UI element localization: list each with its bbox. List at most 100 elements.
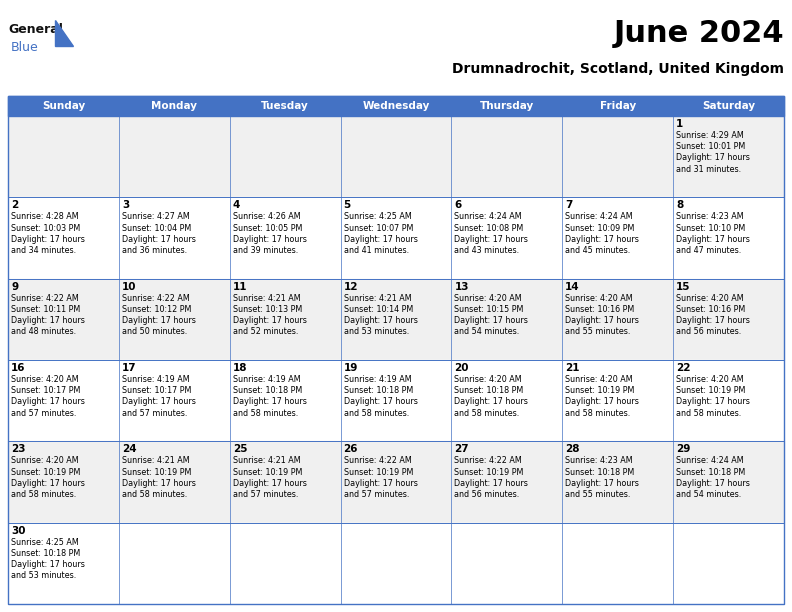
Text: and 48 minutes.: and 48 minutes. — [11, 327, 76, 336]
Text: and 34 minutes.: and 34 minutes. — [11, 246, 76, 255]
Text: Daylight: 17 hours: Daylight: 17 hours — [11, 235, 85, 244]
Text: 26: 26 — [344, 444, 358, 454]
Text: Daylight: 17 hours: Daylight: 17 hours — [676, 397, 750, 406]
Text: Sunset: 10:19 PM: Sunset: 10:19 PM — [676, 386, 745, 395]
Text: 16: 16 — [11, 363, 25, 373]
Text: Sunrise: 4:19 AM: Sunrise: 4:19 AM — [122, 375, 189, 384]
Text: Sunrise: 4:28 AM: Sunrise: 4:28 AM — [11, 212, 78, 222]
Text: Sunrise: 4:20 AM: Sunrise: 4:20 AM — [676, 294, 744, 303]
Text: Sunrise: 4:23 AM: Sunrise: 4:23 AM — [565, 457, 633, 465]
Text: Sunset: 10:10 PM: Sunset: 10:10 PM — [676, 223, 745, 233]
Text: and 54 minutes.: and 54 minutes. — [455, 327, 520, 336]
Text: and 55 minutes.: and 55 minutes. — [565, 327, 630, 336]
Text: 9: 9 — [11, 282, 18, 292]
Text: Daylight: 17 hours: Daylight: 17 hours — [676, 479, 750, 488]
Bar — [8, 360, 784, 441]
Text: and 36 minutes.: and 36 minutes. — [122, 246, 187, 255]
Text: 23: 23 — [11, 444, 25, 454]
Text: Sunset: 10:18 PM: Sunset: 10:18 PM — [565, 468, 634, 477]
Text: Sunrise: 4:27 AM: Sunrise: 4:27 AM — [122, 212, 189, 222]
Text: 22: 22 — [676, 363, 691, 373]
Text: Sunday: Sunday — [42, 101, 85, 111]
Bar — [8, 441, 784, 523]
Text: Sunset: 10:12 PM: Sunset: 10:12 PM — [122, 305, 191, 314]
Text: and 31 minutes.: and 31 minutes. — [676, 165, 741, 174]
Text: 30: 30 — [11, 526, 25, 536]
Text: Sunset: 10:18 PM: Sunset: 10:18 PM — [676, 468, 745, 477]
Text: and 52 minutes.: and 52 minutes. — [233, 327, 298, 336]
Text: Sunset: 10:04 PM: Sunset: 10:04 PM — [122, 223, 191, 233]
Text: and 57 minutes.: and 57 minutes. — [233, 490, 298, 499]
Text: Daylight: 17 hours: Daylight: 17 hours — [122, 397, 196, 406]
Text: and 47 minutes.: and 47 minutes. — [676, 246, 741, 255]
Polygon shape — [55, 20, 73, 46]
Text: and 53 minutes.: and 53 minutes. — [344, 327, 409, 336]
Text: 15: 15 — [676, 282, 691, 292]
Text: Sunset: 10:17 PM: Sunset: 10:17 PM — [122, 386, 191, 395]
Text: 7: 7 — [565, 200, 573, 211]
Text: and 58 minutes.: and 58 minutes. — [565, 409, 630, 417]
Text: Sunrise: 4:20 AM: Sunrise: 4:20 AM — [565, 294, 633, 303]
Text: 10: 10 — [122, 282, 136, 292]
Text: Sunrise: 4:24 AM: Sunrise: 4:24 AM — [565, 212, 633, 222]
Text: Sunset: 10:03 PM: Sunset: 10:03 PM — [11, 223, 80, 233]
Text: 18: 18 — [233, 363, 247, 373]
Text: Thursday: Thursday — [480, 101, 534, 111]
Text: Daylight: 17 hours: Daylight: 17 hours — [233, 316, 307, 325]
Text: 12: 12 — [344, 282, 358, 292]
Text: and 57 minutes.: and 57 minutes. — [122, 409, 187, 417]
Text: Sunrise: 4:22 AM: Sunrise: 4:22 AM — [455, 457, 522, 465]
Text: 19: 19 — [344, 363, 358, 373]
Text: Sunrise: 4:23 AM: Sunrise: 4:23 AM — [676, 212, 744, 222]
Text: Daylight: 17 hours: Daylight: 17 hours — [122, 235, 196, 244]
Bar — [8, 523, 784, 604]
Text: and 43 minutes.: and 43 minutes. — [455, 246, 520, 255]
Text: Daylight: 17 hours: Daylight: 17 hours — [344, 397, 417, 406]
Text: Sunset: 10:08 PM: Sunset: 10:08 PM — [455, 223, 524, 233]
Text: Daylight: 17 hours: Daylight: 17 hours — [676, 235, 750, 244]
Text: Daylight: 17 hours: Daylight: 17 hours — [344, 316, 417, 325]
Text: Sunset: 10:19 PM: Sunset: 10:19 PM — [344, 468, 413, 477]
Text: Sunrise: 4:22 AM: Sunrise: 4:22 AM — [344, 457, 411, 465]
Bar — [8, 96, 784, 604]
Text: Daylight: 17 hours: Daylight: 17 hours — [455, 397, 528, 406]
Text: Sunset: 10:01 PM: Sunset: 10:01 PM — [676, 142, 745, 151]
Text: Daylight: 17 hours: Daylight: 17 hours — [565, 235, 639, 244]
Text: and 53 minutes.: and 53 minutes. — [11, 571, 76, 580]
Text: Sunrise: 4:20 AM: Sunrise: 4:20 AM — [455, 375, 522, 384]
Text: Sunset: 10:07 PM: Sunset: 10:07 PM — [344, 223, 413, 233]
Text: 20: 20 — [455, 363, 469, 373]
Text: Daylight: 17 hours: Daylight: 17 hours — [11, 560, 85, 569]
Text: Sunrise: 4:26 AM: Sunrise: 4:26 AM — [233, 212, 300, 222]
Text: Daylight: 17 hours: Daylight: 17 hours — [233, 397, 307, 406]
Text: and 58 minutes.: and 58 minutes. — [455, 409, 520, 417]
Bar — [8, 278, 784, 360]
Bar — [8, 197, 784, 278]
Text: Daylight: 17 hours: Daylight: 17 hours — [565, 479, 639, 488]
Text: Sunset: 10:16 PM: Sunset: 10:16 PM — [565, 305, 634, 314]
Text: 28: 28 — [565, 444, 580, 454]
Text: Monday: Monday — [151, 101, 197, 111]
Text: Daylight: 17 hours: Daylight: 17 hours — [565, 316, 639, 325]
Text: and 57 minutes.: and 57 minutes. — [11, 409, 76, 417]
Text: Sunset: 10:13 PM: Sunset: 10:13 PM — [233, 305, 302, 314]
Text: 5: 5 — [344, 200, 351, 211]
Text: Sunset: 10:17 PM: Sunset: 10:17 PM — [11, 386, 80, 395]
Text: Sunset: 10:19 PM: Sunset: 10:19 PM — [11, 468, 80, 477]
Text: 3: 3 — [122, 200, 129, 211]
Text: Sunrise: 4:24 AM: Sunrise: 4:24 AM — [455, 212, 522, 222]
Text: Sunrise: 4:21 AM: Sunrise: 4:21 AM — [233, 294, 300, 303]
Text: 14: 14 — [565, 282, 580, 292]
Text: Sunset: 10:16 PM: Sunset: 10:16 PM — [676, 305, 745, 314]
Text: and 39 minutes.: and 39 minutes. — [233, 246, 298, 255]
Text: Saturday: Saturday — [702, 101, 755, 111]
Text: and 50 minutes.: and 50 minutes. — [122, 327, 187, 336]
Text: Daylight: 17 hours: Daylight: 17 hours — [455, 479, 528, 488]
Text: Sunrise: 4:20 AM: Sunrise: 4:20 AM — [11, 375, 78, 384]
Text: Sunrise: 4:22 AM: Sunrise: 4:22 AM — [11, 294, 78, 303]
Text: and 58 minutes.: and 58 minutes. — [344, 409, 409, 417]
Text: Daylight: 17 hours: Daylight: 17 hours — [344, 235, 417, 244]
Text: 13: 13 — [455, 282, 469, 292]
Text: 24: 24 — [122, 444, 136, 454]
Text: Sunrise: 4:20 AM: Sunrise: 4:20 AM — [455, 294, 522, 303]
